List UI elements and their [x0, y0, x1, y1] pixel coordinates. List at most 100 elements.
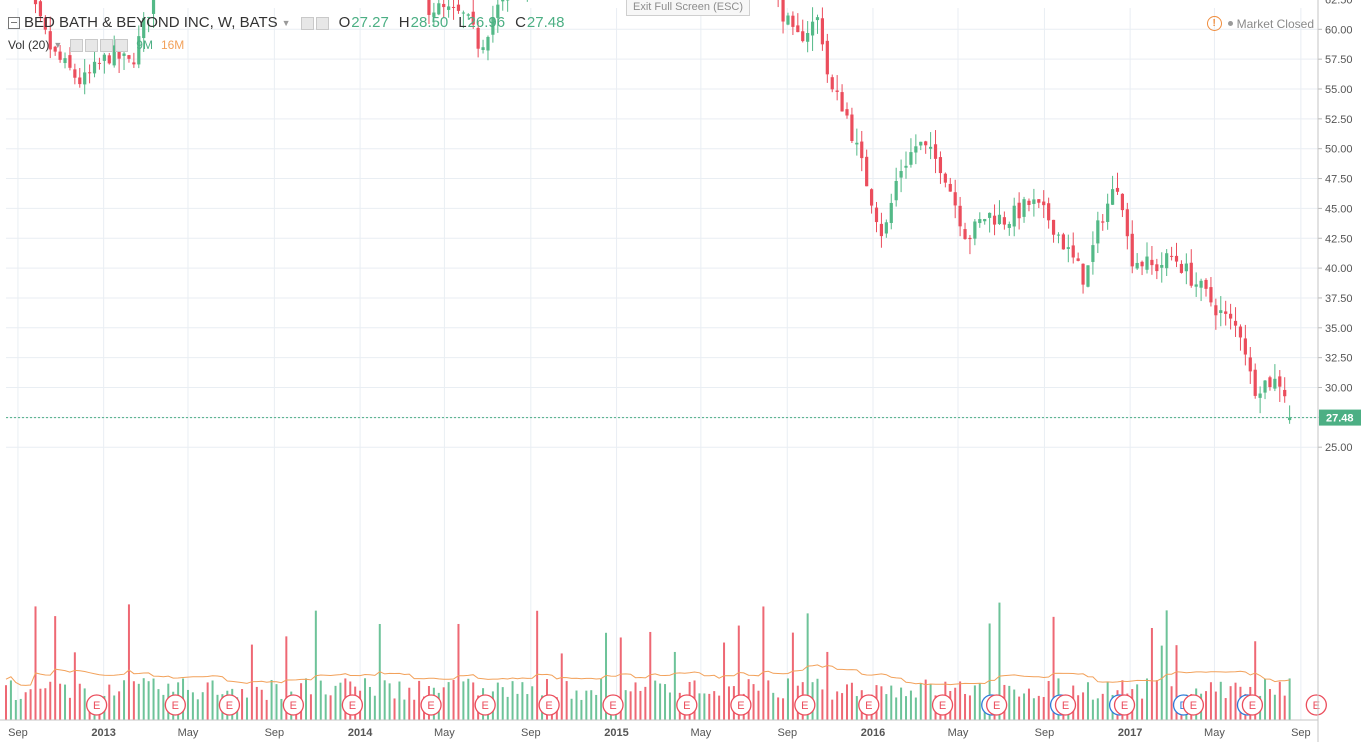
volume-bar [565, 681, 568, 720]
event-marker-circle [538, 694, 560, 716]
earnings-marker[interactable]: E [602, 694, 624, 716]
candle-body [1012, 205, 1016, 227]
candle-down [1278, 370, 1282, 402]
earnings-marker[interactable]: E [858, 694, 880, 716]
collapse-icon[interactable] [8, 16, 20, 29]
volume-bar [895, 697, 898, 720]
earnings-marker[interactable]: E [1054, 694, 1077, 716]
volume-bar [9, 680, 12, 720]
volume-bar [619, 637, 622, 720]
last-price-tag: 27.48 [1326, 413, 1354, 425]
candle-body [874, 207, 879, 223]
event-marker-circle [282, 694, 305, 716]
volume-indicator-title[interactable]: Vol (20) [8, 38, 50, 53]
earnings-marker[interactable]: E [164, 694, 186, 716]
earnings-marker[interactable]: E [538, 694, 560, 716]
volume-bar [575, 690, 578, 720]
earnings-marker[interactable]: E [474, 694, 496, 716]
y-tick-label: 62.50 [1325, 0, 1353, 6]
candle-body [1061, 234, 1065, 250]
earnings-marker[interactable]: E [1182, 694, 1205, 716]
earnings-marker[interactable]: E [985, 694, 1008, 716]
volume-bar [845, 684, 848, 720]
volume-bar [905, 696, 908, 720]
volume-bar [329, 695, 332, 720]
candle-body [151, 0, 156, 14]
close-icon[interactable] [115, 39, 129, 53]
candle-body [427, 0, 431, 15]
candle-body [988, 212, 992, 218]
candle-body [1189, 262, 1193, 286]
volume-bar [909, 690, 912, 720]
earnings-marker[interactable]: E [931, 694, 954, 716]
x-tick-label: May [178, 727, 199, 739]
event-marker-circle [474, 694, 496, 716]
earnings-marker[interactable]: E [341, 694, 364, 716]
earnings-marker[interactable]: E [730, 694, 752, 716]
earnings-marker[interactable]: E [1305, 694, 1327, 716]
earnings-marker[interactable]: E [1113, 694, 1136, 716]
earnings-marker[interactable]: E [1241, 694, 1264, 716]
candle-body [1204, 279, 1208, 289]
candle-body [1066, 247, 1070, 249]
candle-down [1214, 298, 1218, 330]
candle-body [43, 17, 47, 30]
volume-bar [1278, 681, 1281, 720]
earnings-marker[interactable]: E [676, 694, 698, 716]
chevron-down-icon[interactable]: ▼ [281, 17, 291, 28]
volume-bar [201, 692, 204, 720]
last-price-line: 27.48 [6, 409, 1361, 426]
earnings-marker[interactable]: E [218, 694, 241, 716]
earnings-marker[interactable]: E [85, 694, 108, 716]
candle-down [1229, 303, 1233, 330]
event-marker-label: E [683, 700, 690, 712]
event-marker-label: E [1313, 700, 1320, 712]
candle-body [1037, 199, 1041, 203]
earnings-marker[interactable]: E [794, 694, 816, 716]
candle-down [1140, 260, 1144, 276]
volume-bar [1288, 678, 1291, 720]
earnings-marker[interactable]: E [420, 694, 442, 716]
volume-bar [954, 687, 957, 720]
candle-up [491, 5, 495, 43]
volume-bar [73, 652, 76, 720]
volume-bar [309, 694, 312, 720]
candle-body [806, 33, 810, 42]
settings-icon[interactable] [315, 16, 329, 30]
exit-fullscreen-button[interactable]: Exit Full Screen (ESC) [626, 0, 750, 16]
candle-up [1032, 188, 1036, 217]
candle-down [953, 179, 957, 219]
chevron-down-icon[interactable]: ▼ [53, 40, 63, 51]
volume-bar [255, 686, 258, 720]
eye-icon[interactable] [70, 39, 84, 53]
candle-body [107, 55, 111, 64]
candle-body [781, 0, 785, 22]
candle-body [919, 141, 923, 146]
candle-down [1076, 252, 1080, 262]
event-marker-label: E [1190, 700, 1197, 712]
symbol-title[interactable]: BED BATH & BEYOND INC, W, BATS [24, 14, 278, 31]
candle-down [879, 212, 884, 248]
candle-body [451, 6, 456, 8]
candle-body [1179, 263, 1184, 273]
candle-down [933, 130, 938, 174]
candle-body [58, 51, 62, 60]
candle-down [958, 196, 962, 237]
y-tick-label: 60.00 [1325, 24, 1353, 36]
settings-icon[interactable] [85, 39, 99, 53]
event-marker-circle [420, 694, 442, 716]
warning-icon[interactable]: ! [1206, 16, 1222, 31]
earnings-marker[interactable]: E [282, 694, 305, 716]
eye-icon[interactable] [300, 16, 314, 30]
candle-body [1169, 255, 1174, 257]
volume-bar [880, 686, 883, 720]
plus-icon[interactable] [100, 39, 114, 53]
candle-down [53, 45, 57, 56]
candle-body [456, 4, 461, 11]
candle-body [1047, 203, 1051, 221]
event-markers[interactable]: EEEEEEEEEEEEEEDEDEDEDEDEE [85, 694, 1327, 716]
volume-bar [531, 686, 534, 720]
candle-body [835, 90, 839, 92]
